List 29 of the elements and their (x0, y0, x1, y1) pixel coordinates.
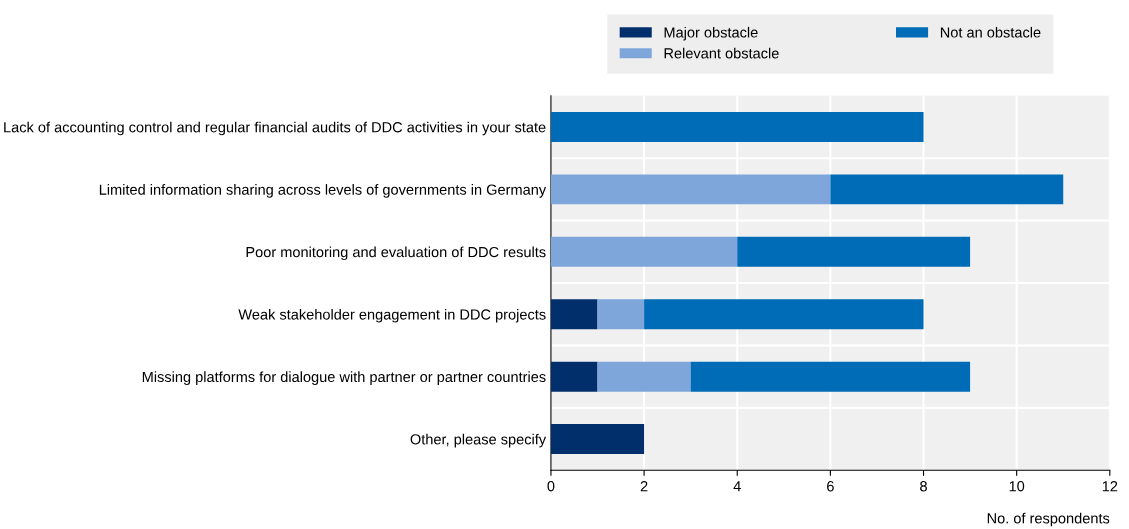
legend-label: Relevant obstacle (664, 47, 779, 59)
bar (550, 424, 645, 455)
y-tick-label: Weak stakeholder engagement in DDC projects (238, 308, 546, 323)
bar (644, 299, 924, 330)
bar (550, 236, 738, 267)
x-tick-label: 0 (547, 481, 555, 492)
x-tick-label: 12 (1102, 481, 1118, 492)
bar (597, 361, 691, 392)
bar (550, 111, 924, 142)
x-axis-title: No. of respondents (987, 512, 1110, 527)
bar (550, 299, 598, 330)
bar (550, 361, 598, 392)
bar (737, 236, 971, 267)
legend-label: Not an obstacle (940, 26, 1041, 38)
bar (550, 174, 831, 205)
x-tick-label: 6 (827, 481, 834, 492)
x-tick-label: 8 (920, 481, 927, 492)
y-tick-label: Other, please specify (410, 433, 547, 448)
y-tick-label: Lack of accounting control and regular financial audits of DDC activities in your state (4, 121, 546, 136)
x-tick-label: 10 (1009, 481, 1025, 492)
y-tick-label: Poor monitoring and evaluation of DDC results (246, 246, 546, 261)
bar (690, 361, 971, 392)
x-tick-label: 4 (733, 481, 741, 492)
y-tick-label: Limited information sharing across levels of governments in Germany (99, 184, 547, 198)
legend-label: Major obstacle (664, 26, 758, 41)
bar (830, 174, 1064, 205)
bar (597, 299, 645, 330)
x-tick-label: 2 (640, 481, 648, 492)
y-tick-label: Missing platforms for dialogue with partner or partner countries (142, 371, 546, 385)
